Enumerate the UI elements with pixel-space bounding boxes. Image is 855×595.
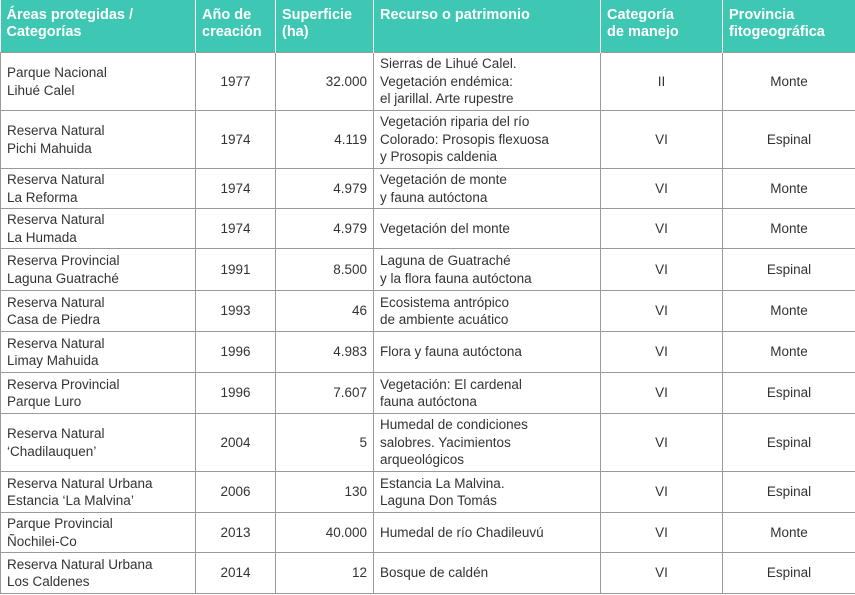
table-cell: Reserva Provincial Parque Luro <box>0 372 196 414</box>
table-cell: VI <box>600 372 723 414</box>
table-cell: 1974 <box>195 208 276 249</box>
table-cell: Reserva Natural ‘Chadilauquen’ <box>0 413 196 472</box>
table-cell: Monte <box>722 290 855 332</box>
table-cell: 46 <box>275 290 374 332</box>
table-cell: Parque Provincial Ñochilei-Co <box>0 512 196 553</box>
table-cell: VI <box>600 248 723 291</box>
table-cell: Espinal <box>722 471 855 513</box>
table-cell: Ecosistema antrópico de ambiente acuátic… <box>373 290 601 332</box>
header-cell: Año de creación <box>195 0 276 53</box>
table-cell: 1991 <box>195 248 276 291</box>
table-cell: 130 <box>275 471 374 513</box>
table-cell: VI <box>600 413 723 472</box>
table-row: Reserva Natural Limay Mahuida 1996 4.983 Fl… <box>0 331 855 373</box>
table-cell: 4.119 <box>275 110 374 169</box>
table-cell: Vegetación del monte <box>373 208 601 249</box>
header-cell: Categoría de manejo <box>600 0 723 53</box>
table-cell: 1974 <box>195 168 276 209</box>
table-cell: Espinal <box>722 110 855 169</box>
table-cell: Reserva Natural La Reforma <box>0 168 196 209</box>
table-cell: 2014 <box>195 552 276 594</box>
table-cell: Espinal <box>722 413 855 472</box>
table-row: Reserva Natural Pichi Mahuida 1974 4.119 Ve… <box>0 110 855 169</box>
table-cell: Estancia La Malvina. Laguna Don Tomás <box>373 471 601 513</box>
table-row: Reserva Natural ‘Chadilauquen’ 2004 5 Humed… <box>0 413 855 472</box>
table-cell: 2006 <box>195 471 276 513</box>
table-row: Parque Nacional Lihué Calel 1977 32.000 Sie… <box>0 52 855 111</box>
table-cell: VI <box>600 110 723 169</box>
table-cell: Espinal <box>722 248 855 291</box>
table-cell: Vegetación riparia del río Colorado: Pro… <box>373 110 601 169</box>
table-cell: 4.979 <box>275 168 374 209</box>
table-cell: Humedal de condiciones salobres. Yacimie… <box>373 413 601 472</box>
table-row: Reserva Provincial Laguna Guatraché 1991 8… <box>0 248 855 291</box>
table-cell: 5 <box>275 413 374 472</box>
table-row: Reserva Natural La Reforma 1974 4.979 Veget… <box>0 168 855 209</box>
table-cell: Vegetación: El cardenal fauna autóctona <box>373 372 601 414</box>
table-cell: Laguna de Guatraché y la flora fauna aut… <box>373 248 601 291</box>
table-row: Reserva Provincial Parque Luro 1996 7.607 V… <box>0 372 855 414</box>
table-cell: 1977 <box>195 52 276 111</box>
table-cell: 1993 <box>195 290 276 332</box>
table-cell: 4.979 <box>275 208 374 249</box>
table-cell: Bosque de caldén <box>373 552 601 594</box>
table-cell: Sierras de Lihué Calel. Vegetación endém… <box>373 52 601 111</box>
header-cell: Provincia fitogeográfica <box>722 0 855 53</box>
table-cell: VI <box>600 168 723 209</box>
table-cell: 2004 <box>195 413 276 472</box>
table-cell: Monte <box>722 208 855 249</box>
table-cell: Vegetación de monte y fauna autóctona <box>373 168 601 209</box>
table-row: Reserva Natural La Humada 1974 4.979 Vegeta… <box>0 208 855 249</box>
header-row: Áreas protegidas / Categorías Año de crea… <box>0 0 855 53</box>
table-cell: 32.000 <box>275 52 374 111</box>
table-cell: Monte <box>722 168 855 209</box>
table-cell: 40.000 <box>275 512 374 553</box>
table-cell: 1974 <box>195 110 276 169</box>
table-cell: Reserva Natural Urbana Los Caldenes <box>0 552 196 594</box>
table-cell: Espinal <box>722 552 855 594</box>
table-cell: Parque Nacional Lihué Calel <box>0 52 196 111</box>
table-cell: Reserva Natural La Humada <box>0 208 196 249</box>
header-cell: Recurso o patrimonio <box>373 0 601 53</box>
table-cell: Monte <box>722 52 855 111</box>
table-cell: 8.500 <box>275 248 374 291</box>
table-cell: Flora y fauna autóctona <box>373 331 601 373</box>
table-body: Parque Nacional Lihué Calel 1977 32.000 Sie… <box>0 52 855 594</box>
table-cell: Reserva Natural Urbana Estancia ‘La Malv… <box>0 471 196 513</box>
table-row: Parque Provincial Ñochilei-Co 2013 40.000 H… <box>0 512 855 553</box>
table-cell: VI <box>600 552 723 594</box>
header-cell: Superficie (ha) <box>275 0 374 53</box>
table-cell: 12 <box>275 552 374 594</box>
table-cell: Reserva Provincial Laguna Guatraché <box>0 248 196 291</box>
table-cell: Reserva Natural Limay Mahuida <box>0 331 196 373</box>
table-cell: Monte <box>722 512 855 553</box>
table-cell: 2013 <box>195 512 276 553</box>
table-cell: 4.983 <box>275 331 374 373</box>
table-cell: Reserva Natural Pichi Mahuida <box>0 110 196 169</box>
table-cell: Humedal de río Chadileuvú <box>373 512 601 553</box>
table-cell: 1996 <box>195 372 276 414</box>
table-cell: Monte <box>722 331 855 373</box>
table-cell: II <box>600 52 723 111</box>
table-cell: VI <box>600 471 723 513</box>
table-cell: 7.607 <box>275 372 374 414</box>
table-cell: VI <box>600 512 723 553</box>
table-cell: Espinal <box>722 372 855 414</box>
table-row: Reserva Natural Casa de Piedra 1993 46 Ecos… <box>0 290 855 332</box>
table-cell: VI <box>600 208 723 249</box>
header-cell: Áreas protegidas / Categorías <box>0 0 196 53</box>
table-cell: VI <box>600 290 723 332</box>
table-cell: Reserva Natural Casa de Piedra <box>0 290 196 332</box>
table-cell: 1996 <box>195 331 276 373</box>
table-row: Reserva Natural Urbana Estancia ‘La Malv… <box>0 471 855 513</box>
table-row: Reserva Natural Urbana Los Caldenes 2014 1… <box>0 552 855 594</box>
table-cell: VI <box>600 331 723 373</box>
